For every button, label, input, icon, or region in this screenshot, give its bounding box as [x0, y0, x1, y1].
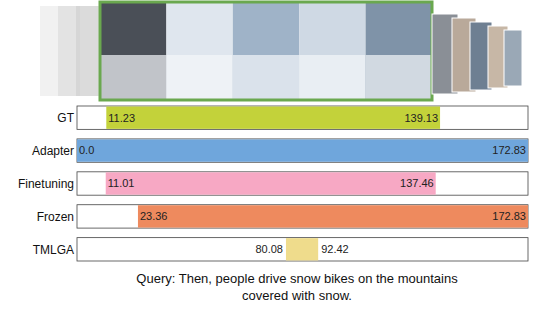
- row-frame: [77, 139, 528, 162]
- data-label: 137.46: [400, 177, 434, 189]
- data-label: 0.0: [79, 144, 94, 156]
- bar: [106, 107, 440, 129]
- row-frame: [77, 106, 528, 129]
- frame-snow: [233, 55, 299, 100]
- bar: [138, 205, 528, 227]
- video-frames: [40, 2, 522, 100]
- caption-line: covered with snow.: [242, 288, 352, 303]
- frame: [100, 2, 166, 100]
- caption-line: Query: Then, people drive snow bikes on …: [136, 271, 458, 286]
- row-frame: [77, 205, 528, 228]
- figure: GT Adapter Finetuning Frozen TMLGA 11.23 139.1…: [0, 0, 535, 329]
- row-frame: [77, 172, 528, 195]
- row-frames: [77, 106, 528, 261]
- row-label: Frozen: [37, 210, 74, 224]
- data-label: 11.01: [108, 177, 135, 189]
- selection-frame: [100, 2, 432, 100]
- row-label: Finetuning: [18, 177, 74, 191]
- frame-thumb: [504, 30, 522, 86]
- row-labels: GT Adapter Finetuning Frozen TMLGA: [18, 111, 75, 257]
- data-label: 23.36: [140, 210, 168, 222]
- row-frame: [77, 238, 528, 261]
- data-label: 172.83: [492, 210, 526, 222]
- annotations: Query: Then, people drive snow bikes on …: [136, 271, 458, 303]
- frame-snow: [366, 55, 432, 100]
- bars: [77, 107, 528, 261]
- data-label: 11.23: [108, 112, 135, 124]
- frame: [166, 2, 232, 100]
- row-label: Adapter: [32, 144, 74, 158]
- bar: [106, 172, 436, 194]
- frame: [233, 2, 299, 100]
- row-label: GT: [57, 111, 74, 125]
- data-label: 80.08: [255, 243, 283, 255]
- frame-snow: [100, 55, 166, 100]
- data-label: 139.13: [404, 112, 438, 124]
- frame-snow: [299, 55, 365, 100]
- frame: [366, 2, 432, 100]
- data-label: 92.42: [321, 243, 349, 255]
- frame-snow: [166, 55, 232, 100]
- query-caption: Query: Then, people drive snow bikes on …: [136, 271, 458, 303]
- row-label: TMLGA: [33, 243, 74, 257]
- bar: [286, 238, 318, 260]
- frame: [299, 2, 365, 100]
- bar: [77, 139, 528, 161]
- data-labels: 11.23 139.13 0.0 172.83 11.01 137.46 23.36 172.…: [79, 112, 526, 256]
- data-label: 172.83: [492, 144, 526, 156]
